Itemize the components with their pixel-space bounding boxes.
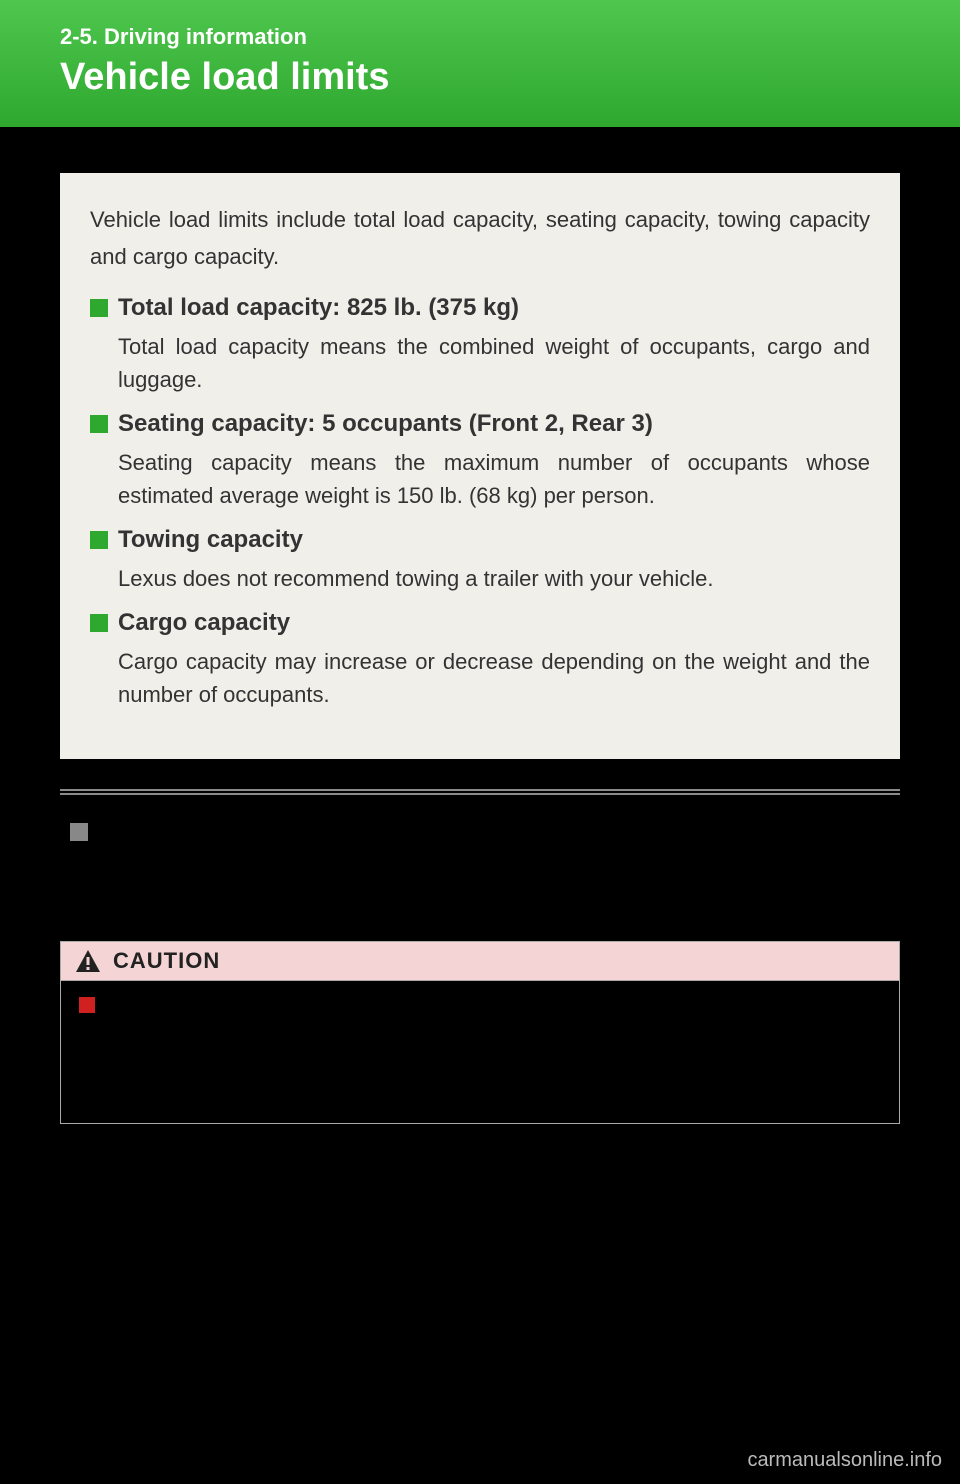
section-label: 2-5. Driving information [60,24,920,50]
capacity-heading: Total load capacity: 825 lb. (375 kg) [90,294,870,322]
double-line-divider [60,789,900,795]
warning-triangle-icon [75,949,101,973]
capacity-title: Total load capacity: 825 lb. (375 kg) [118,294,519,322]
capacity-body: Cargo capacity may increase or decrease … [118,645,870,711]
capacity-body: Lexus does not recommend towing a traile… [118,562,870,595]
capacity-title: Seating capacity: 5 occupants (Front 2, … [118,410,653,438]
page-title: Vehicle load limits [60,56,920,99]
capacity-heading: Cargo capacity [90,609,870,637]
capacity-title: Towing capacity [118,526,303,554]
caution-label: CAUTION [113,948,220,974]
content-card: Vehicle load limits include total load c… [60,173,900,759]
caution-header: CAUTION [61,942,899,981]
capacity-item-towing: Towing capacity Lexus does not recommend… [90,526,870,595]
bullet-square-icon [90,614,108,632]
divider-zone [60,789,900,841]
capacity-heading: Seating capacity: 5 occupants (Front 2, … [90,410,870,438]
capacity-body: Seating capacity means the maximum numbe… [118,446,870,512]
page-header: 2-5. Driving information Vehicle load li… [0,0,960,127]
watermark-text: carmanualsonline.info [747,1449,942,1472]
caution-body [61,981,899,1123]
capacity-item-cargo: Cargo capacity Cargo capacity may increa… [90,609,870,711]
gray-square-icon [70,823,88,841]
capacity-item-seating: Seating capacity: 5 occupants (Front 2, … [90,410,870,512]
capacity-heading: Towing capacity [90,526,870,554]
capacity-title: Cargo capacity [118,609,290,637]
capacity-item-total-load: Total load capacity: 825 lb. (375 kg) To… [90,294,870,396]
bullet-square-icon [90,415,108,433]
red-square-icon [79,997,95,1013]
capacity-body: Total load capacity means the combined w… [118,330,870,396]
bullet-square-icon [90,299,108,317]
caution-box: CAUTION [60,941,900,1124]
intro-text: Vehicle load limits include total load c… [90,201,870,276]
bullet-square-icon [90,531,108,549]
